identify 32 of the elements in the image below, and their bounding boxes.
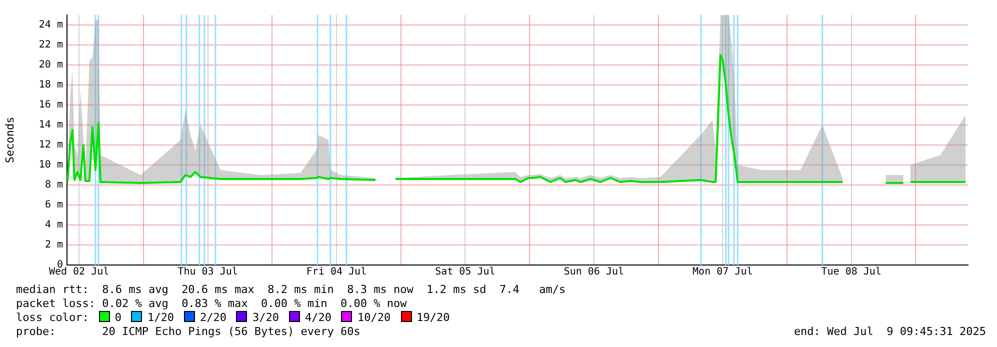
text: 2/20 [200, 311, 226, 324]
text: loss color: [16, 311, 89, 324]
x-tick-label: Thu 03 Jul [178, 266, 238, 278]
text: 4/20 [304, 311, 332, 324]
y-tick-label: 6 m [44, 200, 63, 211]
x-tick-label: Mon 07 Jul [692, 266, 753, 278]
y-tick-label: 22 m [38, 40, 63, 51]
x-tick-label: Fri 04 Jul [306, 266, 367, 278]
y-tick-label: 20 m [38, 60, 63, 71]
x-tick-label: Sun 06 Jul [564, 266, 624, 278]
text: 3/20 [252, 311, 279, 324]
y-tick-label: 14 m [38, 120, 63, 131]
y-tick-label: 24 m [38, 20, 63, 31]
y-tick-label: 10 m [38, 160, 63, 171]
text: 0 [114, 311, 122, 324]
y-tick-label: 2 m [44, 240, 63, 251]
text: 10/20 [357, 311, 391, 324]
text: 1/20 [147, 311, 174, 324]
text: probe: 20 ICMP Echo Pings (56 Bytes) every 60s [16, 325, 360, 338]
y-tick-label: 18 m [38, 80, 63, 91]
y-axis-title: Seconds [3, 116, 16, 164]
y-tick-label: 16 m [38, 100, 63, 111]
text: end: Wed Jul 9 09:45:31 2025 [794, 325, 986, 339]
x-tick-label: Tue 08 Jul [821, 266, 882, 278]
text: packet loss: 0.02 % avg 0.83 % max 0.00 % min 0.00 % now [16, 297, 407, 310]
y-tick-label: 12 m [38, 140, 63, 151]
text: 19/20 [416, 311, 450, 324]
text: median rtt: 8.6 ms avg 20.6 ms max 8.2 ms min 8.3 ms now 1.2 ms sd 7.4 am/s [16, 283, 566, 296]
x-tick-label: Wed 02 Jul [48, 266, 110, 278]
y-tick-label: 8 m [44, 180, 63, 191]
x-tick-label: Sat 05 Jul [435, 266, 496, 278]
y-tick-label: 4 m [44, 220, 63, 231]
